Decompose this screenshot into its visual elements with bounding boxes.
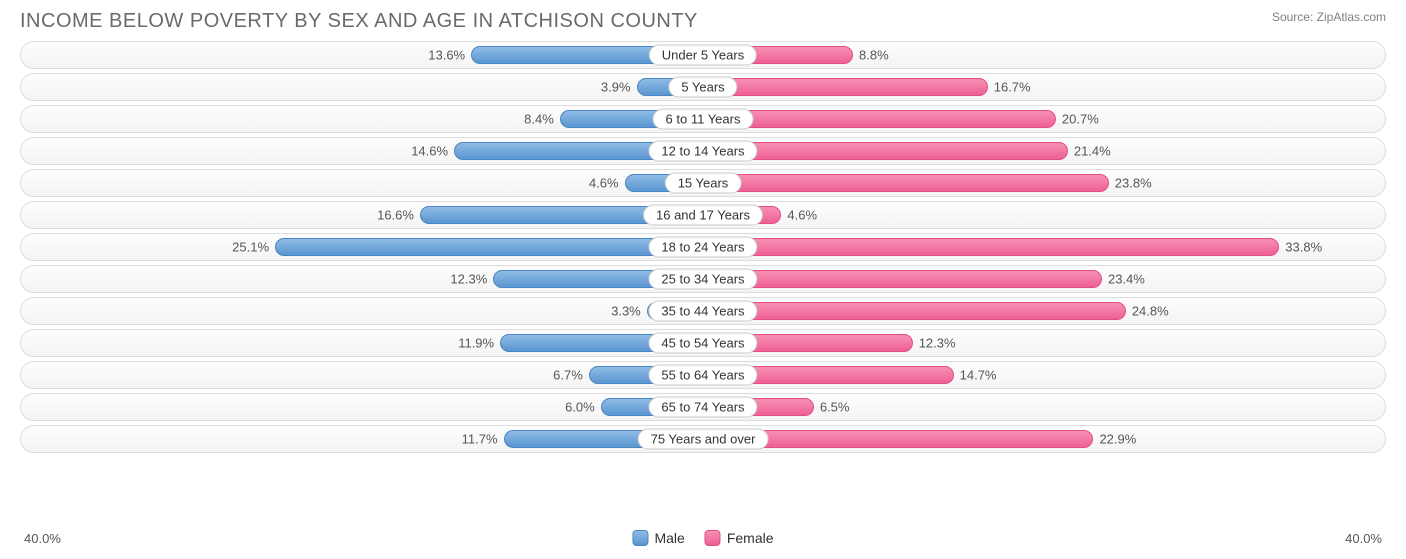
category-label: 5 Years <box>668 77 737 98</box>
chart-row: 11.9% 12.3% 45 to 54 Years <box>20 329 1386 357</box>
value-label-male: 3.3% <box>611 304 641 319</box>
value-label-male: 11.9% <box>458 336 494 351</box>
chart-row: 25.1% 33.8% 18 to 24 Years <box>20 233 1386 261</box>
bar-female <box>703 174 1109 192</box>
bar-female <box>703 302 1126 320</box>
chart-row: 6.0% 6.5% 65 to 74 Years <box>20 393 1386 421</box>
value-label-male: 13.6% <box>428 48 465 63</box>
value-label-male: 3.9% <box>601 80 631 95</box>
chart-row: 6.7% 14.7% 55 to 64 Years <box>20 361 1386 389</box>
bar-male <box>275 238 703 256</box>
category-label: 55 to 64 Years <box>648 365 757 386</box>
value-label-female: 21.4% <box>1074 144 1111 159</box>
chart-row: 14.6% 21.4% 12 to 14 Years <box>20 137 1386 165</box>
chart-rows: 13.6% 8.8% Under 5 Years 3.9% 16.7% 5 Years 8.… <box>20 41 1386 521</box>
chart-row: 13.6% 8.8% Under 5 Years <box>20 41 1386 69</box>
value-label-female: 23.8% <box>1115 176 1152 191</box>
value-label-male: 14.6% <box>411 144 448 159</box>
chart-header: INCOME BELOW POVERTY BY SEX AND AGE IN A… <box>20 10 1386 33</box>
value-label-male: 12.3% <box>450 272 487 287</box>
category-label: 6 to 11 Years <box>653 109 754 130</box>
chart-row: 8.4% 20.7% 6 to 11 Years <box>20 105 1386 133</box>
chart-row: 16.6% 4.6% 16 and 17 Years <box>20 201 1386 229</box>
chart-row: 12.3% 23.4% 25 to 34 Years <box>20 265 1386 293</box>
bar-female <box>703 142 1068 160</box>
value-label-male: 6.7% <box>553 368 583 383</box>
category-label: 16 and 17 Years <box>643 205 763 226</box>
legend-female: Female <box>705 530 774 546</box>
value-label-female: 24.8% <box>1132 304 1169 319</box>
chart-row: 4.6% 23.8% 15 Years <box>20 169 1386 197</box>
value-label-female: 23.4% <box>1108 272 1145 287</box>
chart-title: INCOME BELOW POVERTY BY SEX AND AGE IN A… <box>20 10 698 33</box>
category-label: 15 Years <box>665 173 742 194</box>
value-label-female: 14.7% <box>960 368 997 383</box>
legend-label-male: Male <box>654 530 684 546</box>
category-label: 45 to 54 Years <box>648 333 757 354</box>
value-label-female: 12.3% <box>919 336 956 351</box>
chart-footer: 40.0% Male Female 40.0% <box>20 527 1386 549</box>
bar-female <box>703 78 988 96</box>
value-label-female: 22.9% <box>1099 432 1136 447</box>
bar-female <box>703 110 1056 128</box>
value-label-female: 6.5% <box>820 400 850 415</box>
value-label-male: 8.4% <box>524 112 554 127</box>
value-label-male: 11.7% <box>462 432 498 447</box>
legend-label-female: Female <box>727 530 774 546</box>
axis-max-left: 40.0% <box>24 531 61 546</box>
legend-male: Male <box>632 530 684 546</box>
bar-female <box>703 270 1102 288</box>
category-label: 18 to 24 Years <box>648 237 757 258</box>
value-label-female: 33.8% <box>1285 240 1322 255</box>
legend-swatch-male <box>632 530 648 546</box>
axis-max-right: 40.0% <box>1345 531 1382 546</box>
chart-row: 11.7% 22.9% 75 Years and over <box>20 425 1386 453</box>
value-label-female: 20.7% <box>1062 112 1099 127</box>
chart-container: INCOME BELOW POVERTY BY SEX AND AGE IN A… <box>0 0 1406 559</box>
value-label-male: 25.1% <box>232 240 269 255</box>
legend-swatch-female <box>705 530 721 546</box>
bar-female <box>703 238 1279 256</box>
category-label: 12 to 14 Years <box>648 141 757 162</box>
category-label: 75 Years and over <box>638 429 769 450</box>
legend: Male Female <box>632 530 773 546</box>
value-label-male: 16.6% <box>377 208 414 223</box>
value-label-female: 8.8% <box>859 48 889 63</box>
category-label: 35 to 44 Years <box>648 301 757 322</box>
value-label-female: 16.7% <box>994 80 1031 95</box>
chart-row: 3.3% 24.8% 35 to 44 Years <box>20 297 1386 325</box>
category-label: 25 to 34 Years <box>648 269 757 290</box>
value-label-female: 4.6% <box>787 208 817 223</box>
value-label-male: 6.0% <box>565 400 595 415</box>
chart-source: Source: ZipAtlas.com <box>1272 10 1386 24</box>
chart-row: 3.9% 16.7% 5 Years <box>20 73 1386 101</box>
value-label-male: 4.6% <box>589 176 619 191</box>
category-label: 65 to 74 Years <box>648 397 757 418</box>
category-label: Under 5 Years <box>649 45 757 66</box>
